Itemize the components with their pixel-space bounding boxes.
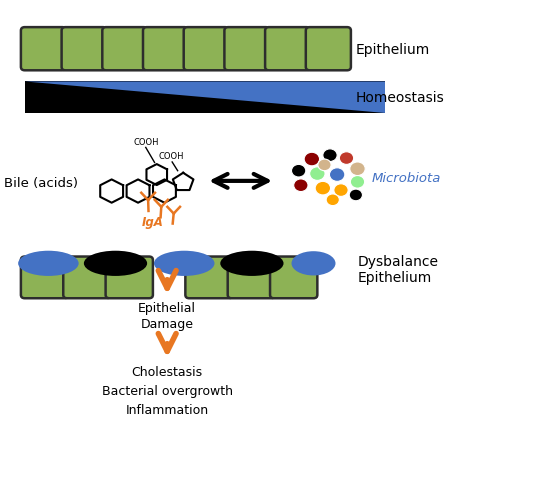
Circle shape xyxy=(334,184,348,197)
Text: COOH: COOH xyxy=(158,152,184,161)
Circle shape xyxy=(323,150,337,162)
Circle shape xyxy=(315,182,331,196)
Circle shape xyxy=(326,195,339,206)
Circle shape xyxy=(349,190,362,201)
Circle shape xyxy=(318,160,331,171)
FancyBboxPatch shape xyxy=(185,257,233,299)
FancyBboxPatch shape xyxy=(62,28,107,71)
Circle shape xyxy=(292,165,306,178)
Circle shape xyxy=(310,167,325,181)
FancyBboxPatch shape xyxy=(143,28,188,71)
Text: Epithelium: Epithelium xyxy=(358,271,432,285)
Circle shape xyxy=(294,180,308,192)
FancyBboxPatch shape xyxy=(63,257,111,299)
Text: Microbiota: Microbiota xyxy=(371,172,441,184)
Ellipse shape xyxy=(154,251,215,276)
FancyBboxPatch shape xyxy=(106,257,153,299)
Text: Epithelium: Epithelium xyxy=(356,43,430,57)
Text: COOH: COOH xyxy=(133,137,158,146)
Ellipse shape xyxy=(18,251,79,276)
FancyBboxPatch shape xyxy=(184,28,229,71)
FancyBboxPatch shape xyxy=(21,257,68,299)
FancyBboxPatch shape xyxy=(265,28,310,71)
FancyBboxPatch shape xyxy=(21,28,66,71)
Circle shape xyxy=(304,153,320,166)
Text: Epithelial
Damage: Epithelial Damage xyxy=(138,301,196,330)
Ellipse shape xyxy=(84,251,147,276)
Text: Dysbalance: Dysbalance xyxy=(358,255,438,268)
Text: IgA: IgA xyxy=(142,216,164,229)
Circle shape xyxy=(329,168,345,182)
Text: Bile (acids): Bile (acids) xyxy=(4,177,79,189)
FancyBboxPatch shape xyxy=(224,28,270,71)
Polygon shape xyxy=(25,82,385,114)
Text: Cholestasis
Bacterial overgrowth
Inflammation: Cholestasis Bacterial overgrowth Inflamm… xyxy=(102,365,233,416)
FancyBboxPatch shape xyxy=(306,28,351,71)
FancyBboxPatch shape xyxy=(102,28,147,71)
Circle shape xyxy=(350,163,365,176)
FancyBboxPatch shape xyxy=(270,257,317,299)
Circle shape xyxy=(339,152,354,165)
Ellipse shape xyxy=(292,252,336,276)
Circle shape xyxy=(350,176,365,189)
Bar xyxy=(25,82,385,114)
Ellipse shape xyxy=(220,251,284,276)
FancyBboxPatch shape xyxy=(228,257,275,299)
Text: Homeostasis: Homeostasis xyxy=(356,91,444,105)
